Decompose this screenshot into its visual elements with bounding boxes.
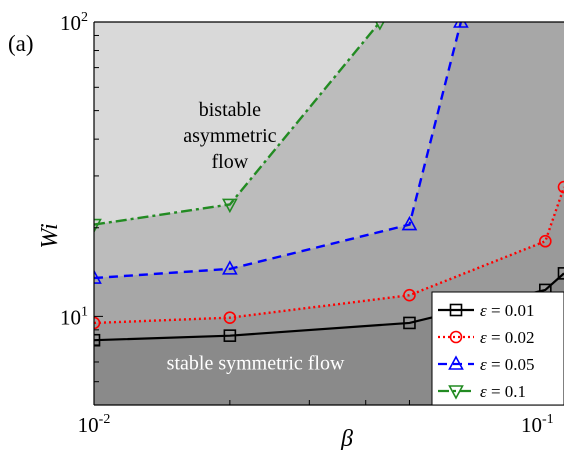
series-line-eps-0-02 — [94, 186, 564, 325]
data-point-eps-0-01-1 — [223, 329, 237, 342]
data-point-eps-0-02-2 — [403, 288, 416, 302]
data-point-eps-0-01-0 — [94, 333, 101, 347]
y-tick-label-0: 101 — [60, 304, 88, 329]
legend-label-1: ε = 0.02 — [480, 328, 535, 347]
data-point-eps-0-01-4 — [557, 267, 564, 280]
panel-label: (a) — [8, 31, 34, 56]
series-line-eps-0-05 — [94, 22, 463, 280]
data-point-eps-0-05-3 — [453, 22, 469, 28]
legend-marker-1 — [449, 330, 463, 344]
data-point-eps-0-02-4 — [557, 180, 564, 194]
region-annotation-1: stable symmetric flow — [167, 353, 345, 375]
data-point-eps-0-1-1 — [222, 198, 238, 214]
y-tick-label-1: 102 — [60, 10, 88, 35]
data-point-eps-0-05-1 — [222, 260, 238, 275]
data-point-eps-0-05-0 — [94, 269, 102, 284]
legend-label-0: ε = 0.01 — [480, 301, 535, 320]
x-tick-label-0: 10-2 — [78, 412, 111, 437]
data-point-eps-0-02-3 — [539, 234, 552, 248]
x-axis-label: β — [340, 426, 353, 450]
legend-label-2: ε = 0.05 — [480, 355, 535, 374]
data-point-eps-0-05-2 — [401, 215, 418, 231]
legend-label-3: ε = 0.1 — [480, 382, 526, 401]
data-point-eps-0-01-2 — [403, 316, 416, 330]
legend-marker-0 — [449, 303, 463, 317]
legend-marker-2 — [448, 355, 464, 370]
x-tick-label-1: 10-1 — [521, 412, 554, 437]
legend-marker-3 — [448, 385, 464, 400]
data-point-eps-0-1-2 — [375, 22, 385, 31]
data-point-eps-0-02-1 — [223, 311, 237, 324]
data-point-eps-0-1-0 — [94, 218, 102, 234]
y-axis-label: Wi — [37, 223, 63, 248]
data-point-eps-0-02-0 — [94, 316, 101, 330]
series-line-eps-0-1 — [94, 22, 381, 226]
region-annotation-0: bistable asymmetric flow — [183, 99, 276, 173]
